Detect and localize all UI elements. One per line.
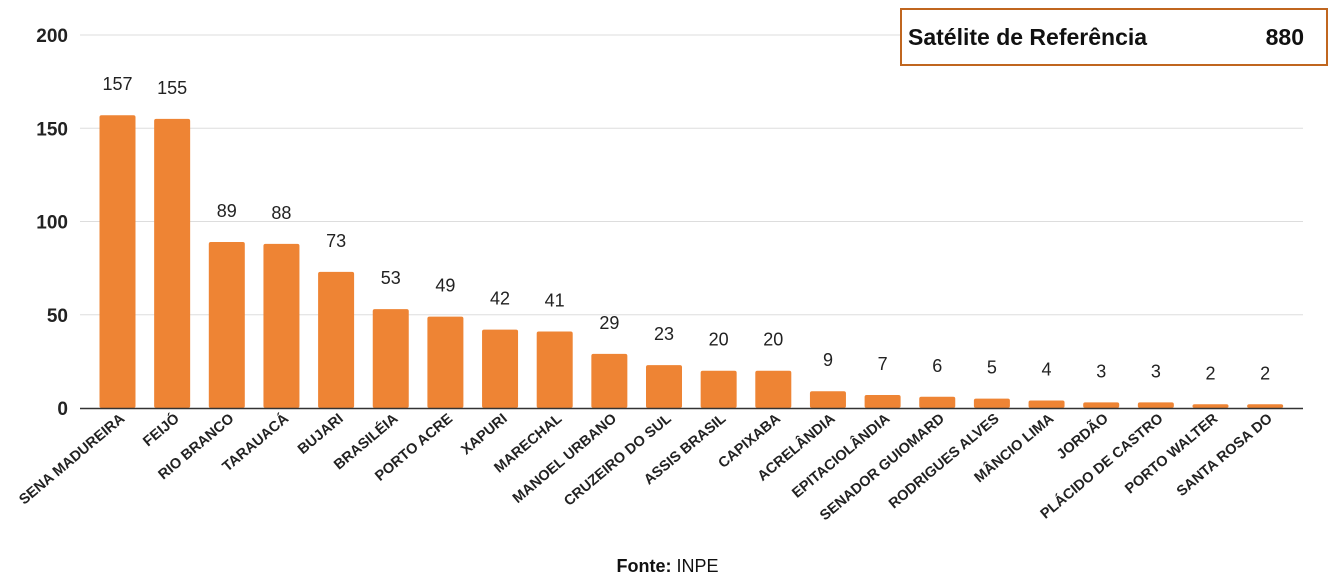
reference-satellite-box: Satélite de Referência 880 — [900, 8, 1328, 66]
data-label: 49 — [435, 276, 455, 296]
data-label: 41 — [545, 291, 565, 311]
x-tick-label: BUJARI — [295, 411, 347, 458]
data-label: 155 — [157, 78, 187, 98]
data-label: 53 — [381, 268, 401, 288]
bar — [700, 370, 737, 408]
bar — [755, 370, 792, 408]
data-label: 6 — [932, 356, 942, 376]
y-axis: 0 50 100 150 200 — [36, 26, 68, 420]
data-label: 23 — [654, 324, 674, 344]
reference-satellite-label: Satélite de Referência — [908, 23, 1148, 50]
data-label: 5 — [987, 358, 997, 378]
bar — [1028, 400, 1065, 408]
y-tick-label: 50 — [47, 306, 68, 327]
bar — [208, 242, 245, 408]
data-label: 89 — [217, 201, 237, 221]
x-tick-label: MANOEL URBANO — [510, 411, 620, 507]
bar — [482, 329, 519, 408]
x-tick-label: SENA MADUREIRA — [16, 410, 128, 508]
data-label: 7 — [878, 354, 888, 374]
bar — [99, 115, 136, 408]
x-tick-label: XAPURI — [458, 411, 510, 458]
data-label: 157 — [102, 74, 132, 94]
reference-satellite-value: 880 — [1265, 23, 1304, 50]
data-label: 2 — [1205, 363, 1215, 383]
bar — [864, 394, 901, 408]
data-label: 9 — [823, 350, 833, 370]
bar — [427, 316, 464, 408]
data-label: 2 — [1260, 363, 1270, 383]
data-label: 3 — [1151, 361, 1161, 381]
data-label: 3 — [1096, 361, 1106, 381]
bar — [591, 353, 628, 408]
y-tick-label: 200 — [36, 26, 68, 47]
bar — [1083, 402, 1120, 408]
data-label: 42 — [490, 289, 510, 309]
bar — [1137, 402, 1174, 408]
data-labels: 157 155 89 88 73 53 49 42 41 29 23 20 20 9 7 6 5 4 3 3 2 2 — [102, 74, 1270, 383]
x-tick-label: PORTO WALTER — [1122, 410, 1221, 497]
bar — [536, 331, 573, 408]
y-tick-label: 150 — [36, 119, 68, 140]
x-tick-label: CRUZEIRO DO SUL — [561, 411, 674, 510]
data-label: 20 — [709, 330, 729, 350]
bar — [973, 398, 1010, 408]
y-tick-label: 0 — [57, 399, 68, 420]
bar — [154, 118, 191, 409]
bar — [1192, 404, 1229, 408]
bar — [372, 309, 409, 408]
data-label: 20 — [763, 330, 783, 350]
bar — [318, 271, 355, 408]
x-tick-label: SANTA ROSA DO — [1174, 411, 1276, 500]
bar — [263, 243, 300, 408]
x-tick-label: FEIJÓ — [139, 409, 183, 450]
source-note: Fonte: INPE — [0, 556, 1335, 577]
data-label: 29 — [599, 313, 619, 333]
bar — [1247, 404, 1284, 408]
source-label: Fonte: — [616, 556, 672, 576]
y-tick-label: 100 — [36, 213, 68, 234]
data-label: 4 — [1042, 360, 1052, 380]
data-label: 73 — [326, 231, 346, 251]
bars — [99, 115, 1284, 409]
source-value: INPE — [676, 556, 719, 576]
bar — [919, 396, 956, 408]
bar — [646, 365, 682, 408]
data-label: 88 — [271, 203, 291, 223]
bar — [809, 391, 846, 408]
x-tick-label: EPITACIOLÂNDIA — [788, 409, 894, 502]
